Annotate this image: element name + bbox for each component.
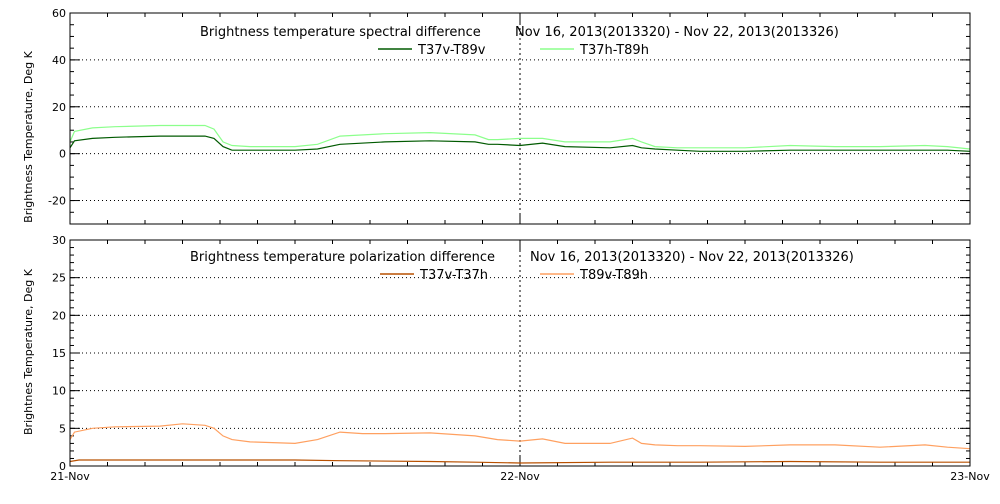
y-tick-label: 40 (52, 54, 66, 67)
series-line-t37h-t89h (69, 124, 971, 150)
y-tick-label: -20 (48, 195, 66, 208)
y-tick-label: 30 (52, 234, 66, 247)
series-line-t89v-t89h (69, 423, 971, 450)
polarization-difference-panel: Brightness temperature polarization diff… (22, 234, 990, 483)
plot-frame (69, 239, 971, 467)
x-tick-label: 21-Nov (50, 470, 90, 483)
legend-label-t37v-t37h: T37v-T37h (419, 268, 488, 283)
legend-label-t37v-t89v: T37v-T89v (417, 43, 486, 58)
spectral-difference-title: Brightness temperature spectral differen… (200, 25, 481, 40)
spectral-difference-panel: Brightness temperature spectral differen… (22, 7, 971, 225)
spectral-difference-ylabel: Brightness Temperature, Deg K (22, 50, 35, 222)
y-tick-label: 15 (52, 347, 66, 360)
y-tick-label: 60 (52, 7, 66, 20)
y-tick-label: 5 (59, 422, 66, 435)
plot-frame (69, 12, 971, 225)
x-tick-label: 23-Nov (950, 470, 990, 483)
y-tick-label: 25 (52, 272, 66, 285)
y-tick-label: 20 (52, 309, 66, 322)
x-tick-label: 22-Nov (500, 470, 540, 483)
series-line-t37v-t89v (69, 135, 971, 152)
polarization-difference-ylabel: Brightnes Temperature, Deg K (22, 268, 35, 435)
y-tick-label: 20 (52, 101, 66, 114)
legend-label-t37h-t89h: T37h-T89h (579, 43, 649, 58)
spectral-difference-date-range: Nov 16, 2013(2013320) - Nov 22, 2013(201… (515, 25, 839, 40)
series-line-t37v-t37h (69, 459, 970, 464)
polarization-difference-date-range: Nov 16, 2013(2013320) - Nov 22, 2013(201… (530, 250, 854, 265)
y-tick-label: 0 (59, 148, 66, 161)
y-tick-label: 10 (52, 385, 66, 398)
polarization-difference-title: Brightness temperature polarization diff… (190, 250, 495, 265)
legend-label-t89v-t89h: T89v-T89h (579, 268, 648, 283)
y-tick-label: 0 (59, 460, 66, 473)
